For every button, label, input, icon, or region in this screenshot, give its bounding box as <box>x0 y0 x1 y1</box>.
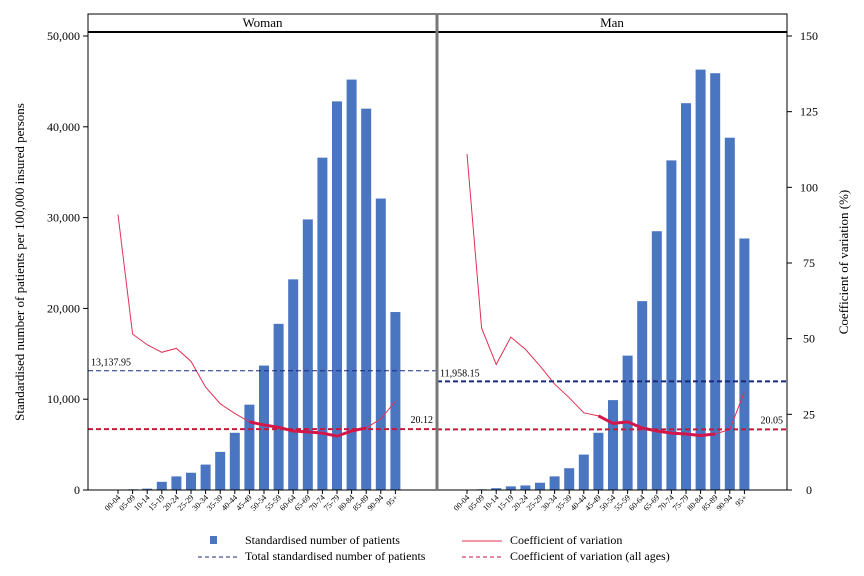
bar <box>244 404 255 490</box>
y-left-tick-label: 30,000 <box>47 211 80 225</box>
bar <box>739 238 750 490</box>
bar <box>593 432 604 490</box>
bar <box>375 198 386 491</box>
y-right-tick-label: 0 <box>806 483 812 497</box>
legend-total-label: Total standardised number of patients <box>245 549 426 563</box>
panel-title-man: Man <box>600 15 624 30</box>
cv-all-reference-label: 20.05 <box>761 415 784 426</box>
bar <box>259 365 269 490</box>
bar <box>549 476 560 490</box>
bar <box>302 219 313 490</box>
bar <box>215 451 226 490</box>
bar <box>535 482 545 490</box>
cv-line-highlight <box>597 414 716 438</box>
bar <box>332 101 342 490</box>
plot-area: 13,137.95 20.12 11,958.15 20.05 <box>88 69 787 491</box>
bar <box>288 279 299 490</box>
y-right-axis-label: Coefficient of variation (%) <box>836 190 851 335</box>
bar <box>142 488 153 490</box>
y-right-tick-label: 25 <box>803 407 815 421</box>
bar <box>505 486 516 490</box>
bar <box>390 312 401 490</box>
bar <box>666 160 677 490</box>
bar <box>346 79 357 491</box>
bar <box>637 301 648 490</box>
bar <box>229 432 240 490</box>
panel-title-woman: Woman <box>242 15 283 30</box>
bar <box>710 73 721 490</box>
y-left-tick-label: 50,000 <box>47 29 80 43</box>
bar <box>171 476 182 490</box>
y-right-tick-label: 75 <box>803 256 815 270</box>
bar <box>681 103 691 490</box>
legend-bar-swatch <box>210 536 217 544</box>
cv-line-highlight <box>249 420 367 438</box>
bar <box>317 157 328 490</box>
bar <box>520 485 531 490</box>
cv-all-reference-label: 20.12 <box>411 415 434 426</box>
bar <box>724 137 735 491</box>
y-right-tick-label: 125 <box>800 105 818 119</box>
bar <box>564 468 575 490</box>
legend-cv-label: Coefficient of variation <box>510 533 622 547</box>
bar <box>491 488 502 490</box>
bar <box>200 464 211 490</box>
bar <box>186 472 196 490</box>
total-reference-label: 13,137.95 <box>91 358 131 369</box>
legend-cv-all-label: Coefficient of variation (all ages) <box>510 549 670 563</box>
y-left-tick-label: 40,000 <box>47 120 80 134</box>
legend: Standardised number of patients Coeffici… <box>198 533 670 563</box>
bar <box>651 231 662 490</box>
y-left-axis-label: Standardised number of patients per 100,… <box>12 103 27 421</box>
y-right-tick-label: 150 <box>800 29 818 43</box>
total-reference-label: 11,958.15 <box>440 368 480 379</box>
bar <box>156 481 167 490</box>
y-right-tick-label: 50 <box>803 332 815 346</box>
legend-bar-label: Standardised number of patients <box>245 533 400 547</box>
y-left-tick-label: 10,000 <box>47 392 80 406</box>
y-right-tick-label: 100 <box>800 180 818 194</box>
y-left-tick-label: 0 <box>74 483 80 497</box>
bar <box>608 400 618 490</box>
bar <box>695 69 706 490</box>
bar <box>273 323 284 490</box>
y-left-tick-label: 20,000 <box>47 301 80 315</box>
bar <box>578 454 589 490</box>
bar <box>361 108 372 490</box>
